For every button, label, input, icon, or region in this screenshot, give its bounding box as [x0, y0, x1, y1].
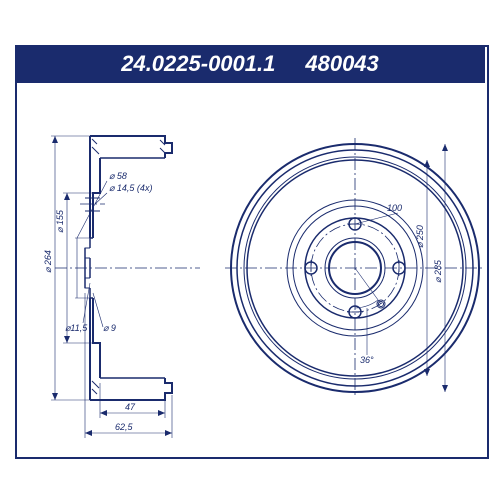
section-view: ⌀ 264 ⌀ 155 ⌀ 58 ⌀ 14,5 (4x) ⌀11,5 ⌀ 9 4…	[43, 136, 200, 438]
technical-drawing: ⌀ 264 ⌀ 155 ⌀ 58 ⌀ 14,5 (4x) ⌀11,5 ⌀ 9 4…	[15, 83, 485, 455]
dim-d9: ⌀ 9	[103, 323, 116, 333]
dim-d155: ⌀ 155	[55, 209, 65, 233]
part-number: 24.0225-0001.1	[121, 51, 275, 77]
dim-d100: 100	[387, 203, 402, 213]
dim-d14-5: ⌀ 14,5 (4x)	[109, 183, 152, 193]
front-view: ⌀ 250 ⌀ 285 100 36°	[225, 138, 483, 398]
dim-h62-5: 62,5	[115, 422, 134, 432]
dim-d285: ⌀ 285	[433, 259, 443, 283]
header-bar: 24.0225-0001.1 480043	[15, 45, 485, 83]
dim-d58: ⌀ 58	[109, 171, 127, 181]
dim-h47: 47	[125, 402, 136, 412]
part-code: 480043	[305, 51, 378, 77]
dim-angle36: 36°	[360, 355, 374, 365]
dim-d250: ⌀ 250	[415, 225, 425, 248]
dim-d264: ⌀ 264	[43, 250, 53, 273]
